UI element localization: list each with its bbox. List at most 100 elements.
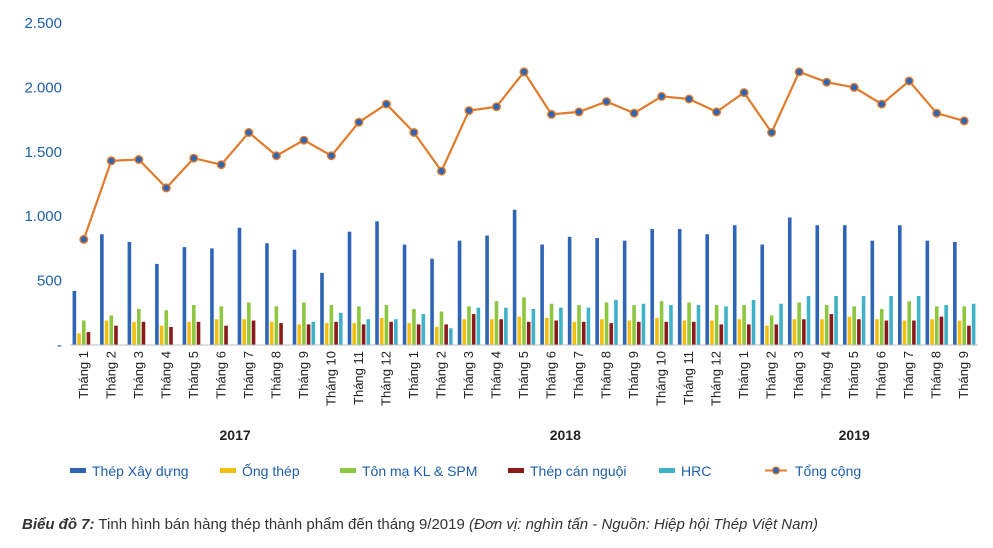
bar xyxy=(857,319,861,345)
bar xyxy=(462,319,467,345)
line-point xyxy=(547,109,557,119)
bar xyxy=(747,324,751,345)
line-point xyxy=(657,91,667,101)
line-point xyxy=(464,106,474,116)
bar xyxy=(567,236,572,345)
bar xyxy=(957,320,962,345)
legend-swatch xyxy=(340,468,356,473)
bar xyxy=(967,325,971,345)
line-point xyxy=(354,117,364,127)
legend-label: Ống thép xyxy=(242,462,300,479)
bar xyxy=(577,305,581,345)
bar xyxy=(779,303,783,345)
bar xyxy=(696,305,701,345)
bar xyxy=(925,240,930,345)
bar xyxy=(719,324,724,345)
bar xyxy=(155,263,159,345)
caption-lead: Biểu đồ 7: xyxy=(22,516,95,533)
x-tick-label: Tháng 9 xyxy=(626,351,641,399)
line-point xyxy=(959,116,969,126)
bar xyxy=(916,296,921,345)
bar xyxy=(732,225,737,345)
bar xyxy=(787,217,792,345)
x-tick-label: Tháng 10 xyxy=(654,351,669,406)
line-point xyxy=(189,153,199,163)
bar xyxy=(774,324,779,345)
bar xyxy=(691,321,696,345)
line-point xyxy=(574,107,584,117)
bar xyxy=(907,301,912,345)
legend-label: Thép Xây dựng xyxy=(92,463,189,479)
x-tick-label: Tháng 12 xyxy=(378,351,393,406)
bar xyxy=(581,321,586,345)
x-tick-label: Tháng 4 xyxy=(158,351,173,399)
bar xyxy=(187,321,191,345)
legend-swatch xyxy=(220,468,236,473)
bar xyxy=(109,315,114,345)
bar xyxy=(334,321,338,345)
line-point xyxy=(739,88,749,98)
bar xyxy=(384,305,389,345)
bar xyxy=(196,321,201,345)
bar xyxy=(394,319,398,345)
line-point xyxy=(106,156,116,166)
bar xyxy=(192,305,196,345)
bar xyxy=(815,225,820,345)
legend: Thép Xây dựng Ống thép Tôn mạ KL & SPM Thép… xyxy=(70,462,861,479)
line-point xyxy=(271,151,281,161)
bar xyxy=(842,225,847,345)
legend-swatch xyxy=(659,468,675,473)
bar xyxy=(898,225,902,345)
x-tick-label: Tháng 4 xyxy=(489,351,504,399)
bar xyxy=(600,319,604,345)
bar xyxy=(902,320,907,345)
line-point xyxy=(437,166,447,176)
bar xyxy=(366,319,371,345)
line-point xyxy=(684,94,694,104)
bar xyxy=(329,305,334,345)
bar xyxy=(934,306,939,345)
bar xyxy=(797,302,801,345)
line-point xyxy=(767,127,777,137)
year-label: 2018 xyxy=(550,427,581,443)
line-point xyxy=(381,99,391,109)
x-tick-label: Tháng 9 xyxy=(296,351,311,399)
x-tick-label: Tháng 5 xyxy=(516,351,531,399)
line-point xyxy=(712,107,722,117)
bar xyxy=(627,320,632,345)
line-point xyxy=(822,77,832,87)
x-tick-label: Tháng 1 xyxy=(736,351,751,399)
bar xyxy=(710,320,714,345)
x-tick-label: Tháng 1 xyxy=(76,351,91,399)
x-tick-label: Tháng 9 xyxy=(956,351,971,399)
bar xyxy=(224,325,228,345)
x-tick-label: Tháng 1 xyxy=(406,351,421,399)
bar xyxy=(320,272,324,345)
bar xyxy=(357,306,361,345)
line-point xyxy=(492,102,502,112)
bar xyxy=(247,302,251,345)
x-tick-label: Tháng 7 xyxy=(241,351,256,399)
bar xyxy=(279,323,283,345)
bar xyxy=(214,319,219,345)
bar xyxy=(517,316,522,345)
legend-label: Tổng cộng xyxy=(795,463,861,479)
bar xyxy=(444,324,448,345)
line-point xyxy=(794,67,804,77)
legend-swatch xyxy=(508,468,524,473)
bar xyxy=(765,325,769,345)
line-point xyxy=(326,151,336,161)
bar xyxy=(141,321,146,345)
bar xyxy=(792,319,797,345)
bar xyxy=(302,302,306,345)
bar xyxy=(962,306,967,345)
x-axis: Tháng 1 Tháng 2 Tháng 3 Tháng 4 Tháng 5 Tháng… xyxy=(76,351,971,406)
bar xyxy=(930,319,934,345)
x-tick-label: Tháng 6 xyxy=(213,351,228,399)
line-point xyxy=(216,160,226,170)
y-tick-label: - xyxy=(57,337,62,354)
bar xyxy=(485,235,489,345)
bar xyxy=(870,240,875,345)
bar xyxy=(769,315,774,345)
